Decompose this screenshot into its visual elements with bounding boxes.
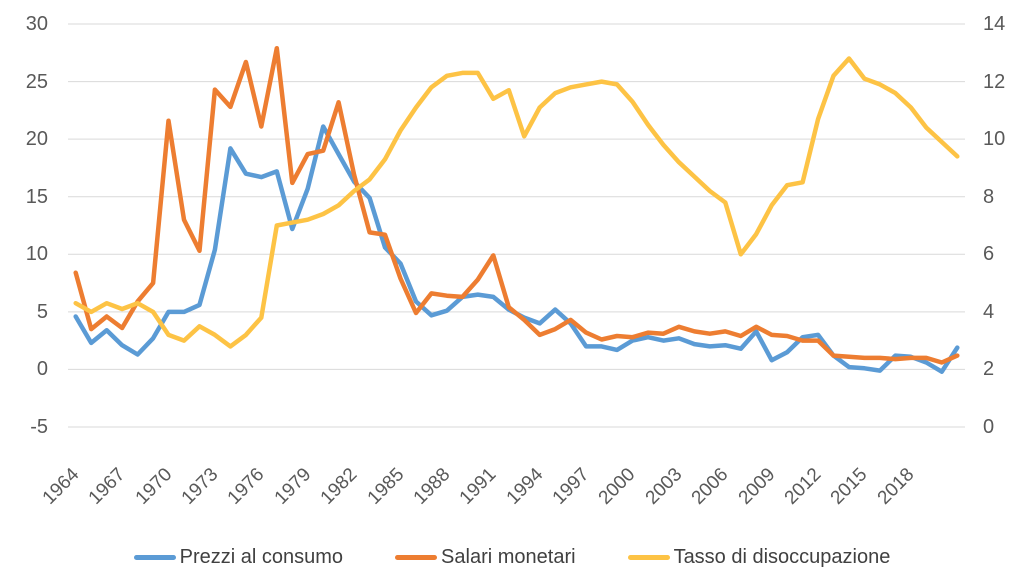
- series-line-tasso-di-disoccupazione: [73, 56, 960, 349]
- series-line-salari-monetari: [73, 45, 960, 365]
- legend-label: Tasso di disoccupazione: [673, 546, 891, 568]
- right-axis-tick-label: 8: [983, 185, 995, 208]
- legend-swatch-yellow: [627, 555, 670, 560]
- legend-item-prezzi-al-consumo[interactable]: Prezzi al consumo: [133, 546, 344, 569]
- left-axis-tick-label: 0: [36, 358, 48, 381]
- left-axis-tick-label: 10: [25, 243, 48, 266]
- right-axis-tick-label: 4: [983, 300, 995, 323]
- right-axis-tick-label: 12: [983, 70, 1006, 93]
- legend-label: Prezzi al consumo: [179, 546, 344, 568]
- left-axis-tick-label: -5: [30, 416, 48, 438]
- left-axis-tick-label: 25: [25, 70, 48, 93]
- right-axis-tick-label: 6: [983, 243, 995, 266]
- right-axis-tick-label: 14: [983, 13, 1006, 35]
- legend-item-salari-monetari[interactable]: Salari monetari: [395, 546, 576, 569]
- legend: Prezzi al consumo Salari monetari Tasso …: [0, 546, 1024, 569]
- legend-label: Salari monetari: [441, 546, 576, 568]
- legend-swatch-orange: [395, 555, 438, 560]
- legend-item-tasso-di-disoccupazione[interactable]: Tasso di disoccupazione: [627, 546, 891, 569]
- left-axis-tick-label: 20: [25, 128, 48, 151]
- left-axis-tick-label: 15: [25, 185, 48, 208]
- left-axis-tick-label: 5: [36, 300, 48, 323]
- series-lines: [73, 45, 960, 374]
- right-axis-tick-label: 2: [983, 358, 995, 381]
- legend-swatch-blue: [133, 555, 176, 560]
- right-axis-tick-label: 10: [983, 128, 1006, 151]
- right-axis-tick-label: 0: [983, 416, 995, 438]
- left-axis-tick-label: 30: [25, 13, 48, 35]
